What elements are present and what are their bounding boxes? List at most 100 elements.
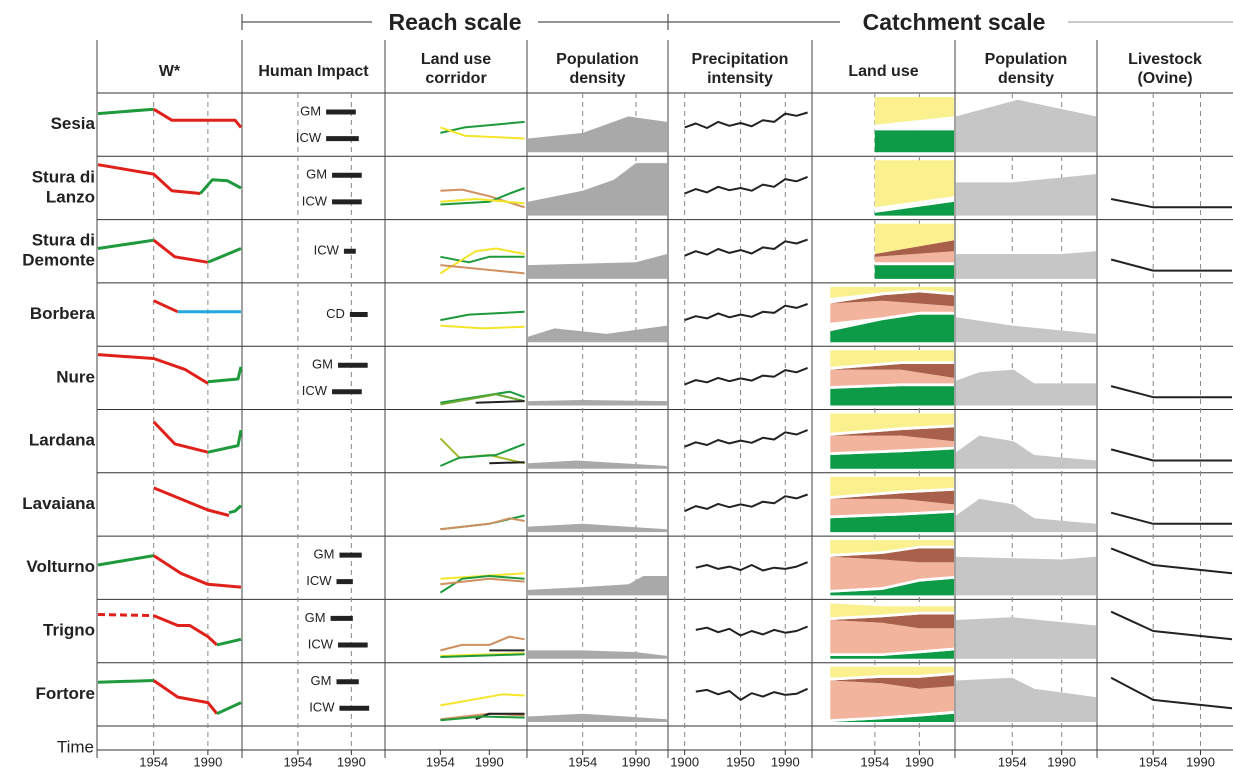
land-use-layer [830,576,954,593]
land-use-layer [830,578,954,596]
series-line [684,111,808,129]
series-line [440,653,525,658]
series-line [440,324,525,330]
river-name: Trigno [43,621,95,640]
series-line [97,107,154,116]
land-use-layer [830,314,954,343]
land-use-layer [830,292,954,307]
series-line [216,637,242,647]
density-area [528,650,667,659]
land-use-layer [830,556,954,590]
density-area [956,556,1096,596]
land-use-layer [830,487,954,499]
density-area [956,617,1096,659]
column-title: Population [985,51,1068,68]
series-line [152,107,243,129]
land-use-layer [830,413,954,433]
land-use-layer [874,116,954,131]
scale-title: Reach scale [389,9,522,35]
impact-label: ICW [296,130,322,145]
column-title: Population [556,51,639,68]
density-area [956,174,1096,216]
river-name: Fortore [36,684,96,703]
series-line [440,310,525,322]
series-line [153,299,179,314]
land-use-layer [830,650,954,659]
series-line [489,461,525,465]
scale-title: Catchment scale [863,9,1046,35]
land-use-layer [830,548,954,563]
column-title: density [998,70,1054,87]
impact-label: GM [305,610,326,625]
impact-label: ICW [302,383,328,398]
river-name: Lavaiana [22,494,95,513]
series-line [1110,258,1232,272]
density-area [528,116,667,153]
series-line [153,614,218,647]
series-line [695,625,808,637]
impact-label: ICW [308,636,334,651]
series-line [1110,511,1232,525]
land-use-layer [830,383,954,389]
land-use-layer [830,611,954,620]
land-use-layer [874,201,954,216]
series-line [440,390,525,404]
land-use-layer [830,476,954,497]
land-use-layer [830,350,954,367]
land-use-layer [874,223,954,254]
land-use-layer [874,130,954,153]
x-tick-label: 1990 [1186,754,1215,769]
land-use-layer [830,498,954,516]
land-use-layer [830,713,954,722]
x-tick-label: 1954 [998,754,1027,769]
series-line [1110,547,1233,575]
series-line [440,255,525,264]
land-use-layer [874,160,954,208]
land-use-layer [830,666,954,678]
series-line [1110,676,1233,710]
impact-label: CD [326,306,345,321]
impact-label: GM [300,103,321,118]
series-line [1110,198,1232,209]
x-tick-label: 1954 [139,754,168,769]
land-use-layer [830,540,954,554]
density-area [528,523,667,533]
impact-label: ICW [314,243,340,258]
series-line [440,693,525,707]
series-line [475,400,525,404]
density-area [956,99,1096,153]
series-line [207,429,243,454]
x-tick-label: 1990 [337,754,366,769]
series-line [684,175,808,195]
land-use-layer [830,286,954,298]
impact-label: ICW [302,193,328,208]
x-tick-label: 1950 [726,754,755,769]
series-line [97,163,201,195]
density-area [528,460,667,469]
series-line [440,517,525,531]
impact-label: GM [311,673,332,688]
density-area [528,400,667,406]
time-label: Time [57,737,94,756]
series-line [153,486,230,517]
land-use-layer [830,311,954,332]
column-title: (Ovine) [1137,70,1192,87]
series-line [228,504,243,515]
series-line [97,679,154,684]
land-use-layer [874,97,954,125]
x-tick-label: 1990 [905,754,934,769]
density-area [528,163,667,216]
land-use-layer [830,289,954,304]
series-line [207,247,242,264]
density-area [956,317,1096,343]
series-line [216,701,242,716]
land-use-layer [830,545,954,557]
series-line [152,554,242,589]
series-line [440,126,525,140]
land-use-layer [830,435,954,453]
land-use-layer [830,446,954,455]
x-tick-label: 1954 [426,754,455,769]
series-line [684,303,808,322]
river-name: Lanzo [46,187,95,206]
